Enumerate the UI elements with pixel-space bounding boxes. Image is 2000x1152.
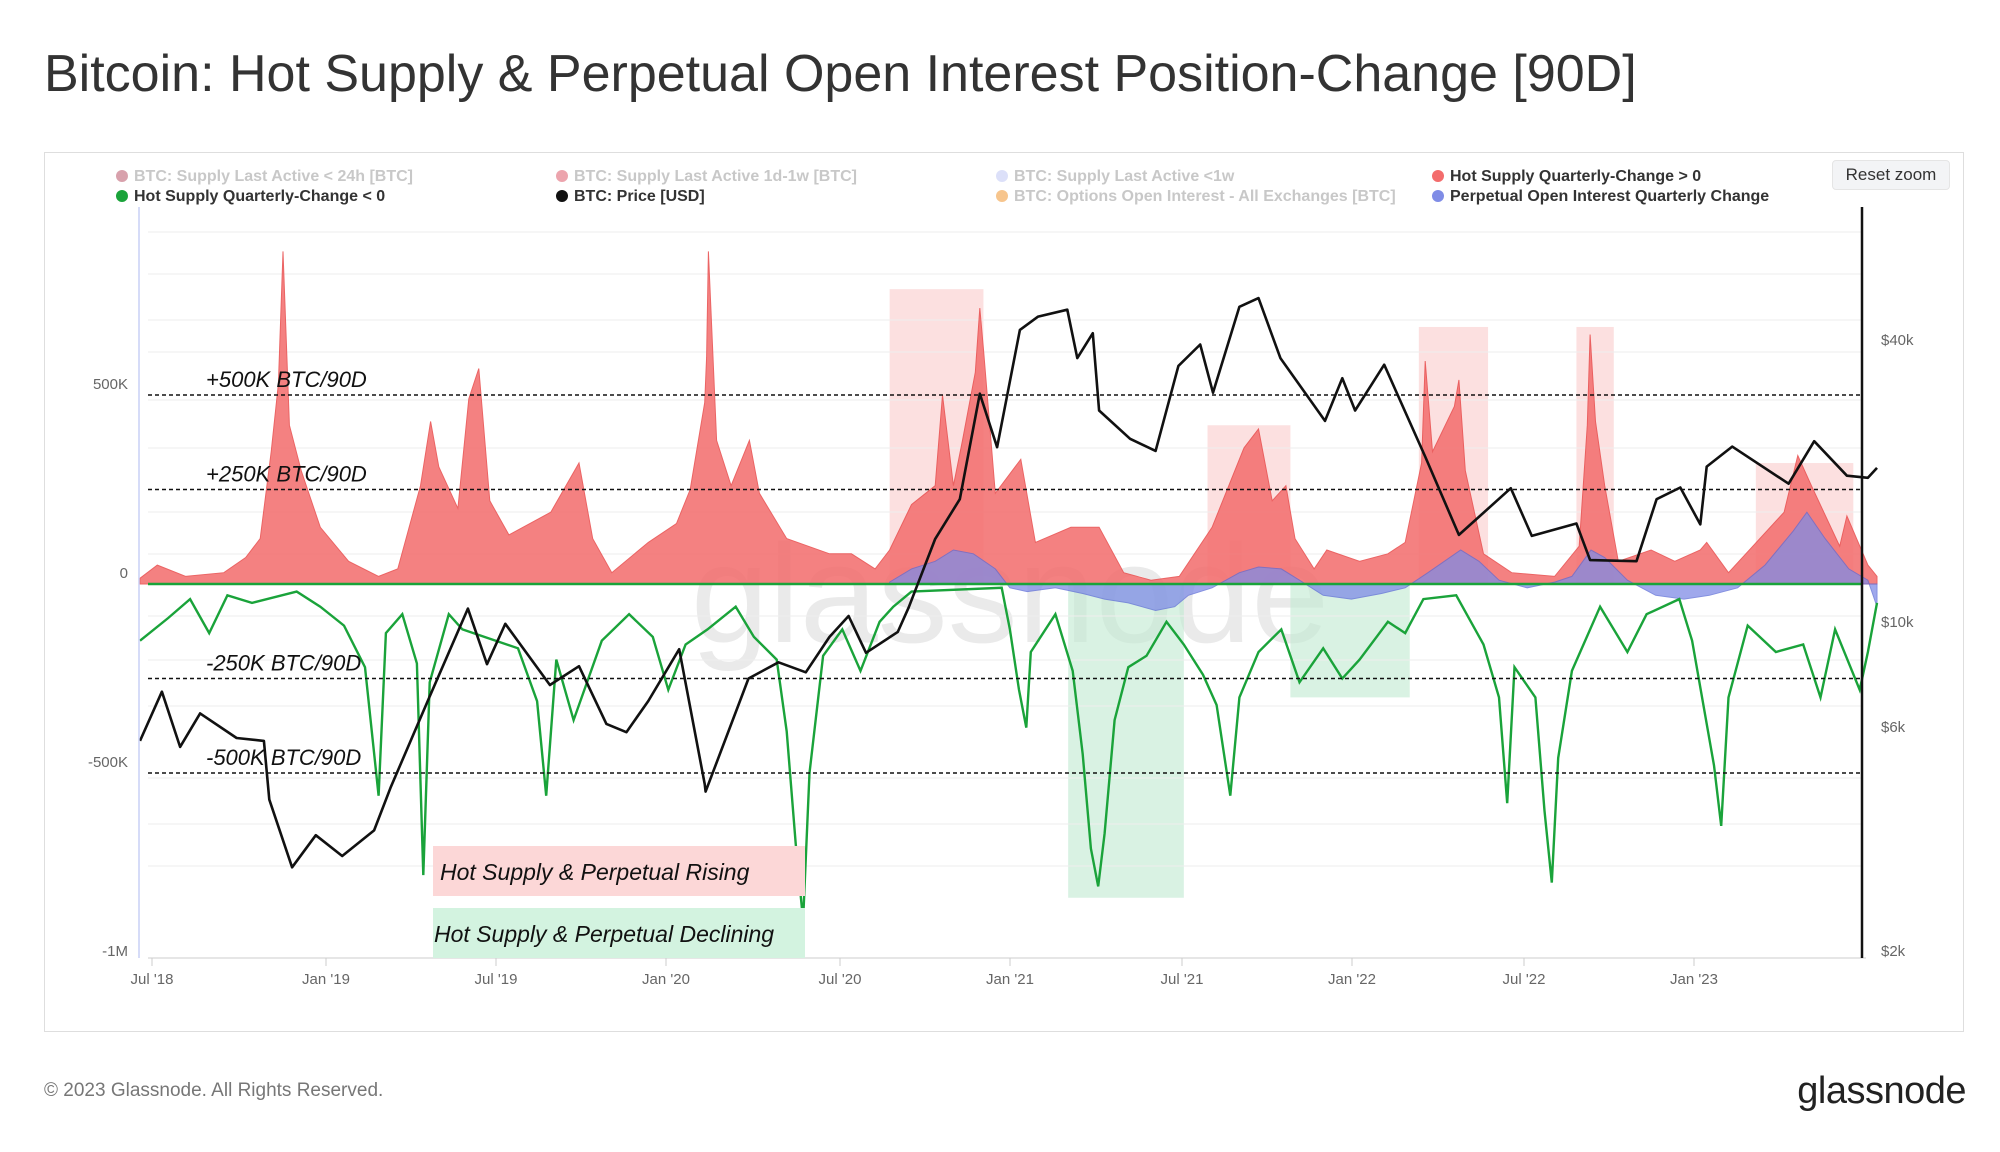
legend-label: BTC: Options Open Interest - All Exchang… xyxy=(1014,188,1396,205)
y-left-tick-label: -1M xyxy=(102,943,128,960)
legend-item-6[interactable]: BTC: Price [USD] xyxy=(556,188,705,206)
legend-dot-icon xyxy=(556,170,568,182)
x-tick-label: Jul '22 xyxy=(1503,971,1546,988)
legend-dot-icon xyxy=(116,170,128,182)
annotation-labels: Hot Supply & Perpetual Rising Hot Supply … xyxy=(433,846,805,958)
legend-item-8[interactable]: Perpetual Open Interest Quarterly Change xyxy=(1432,188,1769,206)
legend-label: BTC: Supply Last Active < 24h [BTC] xyxy=(134,168,413,185)
reset-zoom-button[interactable]: Reset zoom xyxy=(1832,160,1950,190)
y-right-tick-label: $40k xyxy=(1881,332,1914,349)
legend-item-3[interactable]: BTC: Supply Last Active <1w xyxy=(996,168,1234,186)
legend-dot-icon xyxy=(996,190,1008,202)
declining-period-box xyxy=(1068,584,1184,898)
y-left-tick-label: 500K xyxy=(93,376,128,393)
x-tick-label: Jul '20 xyxy=(819,971,862,988)
x-tick-label: Jul '18 xyxy=(131,971,174,988)
declining-period-box xyxy=(1290,584,1410,698)
legend-label: BTC: Supply Last Active <1w xyxy=(1014,168,1235,185)
x-tick-label: Jan '19 xyxy=(302,971,350,988)
declining-legend-box xyxy=(433,908,805,958)
y-left-tick-label: -500K xyxy=(88,754,128,771)
legend-dot-icon xyxy=(996,170,1008,182)
series-layer xyxy=(138,251,1879,921)
legend-dot-icon xyxy=(556,190,568,202)
legend-item-7[interactable]: BTC: Options Open Interest - All Exchang… xyxy=(996,188,1396,206)
x-tick-label: Jan '22 xyxy=(1328,971,1376,988)
x-tick-label: Jan '20 xyxy=(642,971,690,988)
legend-label: Hot Supply Quarterly-Change > 0 xyxy=(1450,168,1702,185)
legend-item-2[interactable]: BTC: Supply Last Active 1d-1w [BTC] xyxy=(556,168,857,186)
legend-label: Hot Supply Quarterly-Change < 0 xyxy=(134,188,386,205)
rising-legend-label: Hot Supply & Perpetual Rising xyxy=(440,859,750,885)
y-left-tick-label: 0 xyxy=(120,565,128,582)
copyright-text: © 2023 Glassnode. All Rights Reserved. xyxy=(44,1080,384,1101)
y-right-tick-label: $6k xyxy=(1881,719,1906,736)
hot-supply-positive-area xyxy=(139,251,1878,585)
reference-line-label: +500K BTC/90D xyxy=(206,367,367,392)
btc-price-line xyxy=(138,296,1878,869)
y-right-tick-label: $10k xyxy=(1881,614,1914,631)
legend-label: BTC: Price [USD] xyxy=(574,188,705,205)
axes: Jul '18 Jan '19 Jul '19 Jan '20 Jul '20 Jan '… xyxy=(88,207,1914,988)
chart-frame xyxy=(44,152,1964,1032)
reference-lines: +500K BTC/90D +250K BTC/90D -250K BTC/90D -… xyxy=(148,367,1862,774)
hot-supply-negative-line xyxy=(139,586,1879,921)
chart-title: Bitcoin: Hot Supply & Perpetual Open Int… xyxy=(44,45,1637,103)
legend-item-1[interactable]: BTC: Supply Last Active < 24h [BTC] xyxy=(116,168,413,186)
declining-legend-label: Hot Supply & Perpetual Declining xyxy=(434,921,774,947)
legend-item-5[interactable]: Hot Supply Quarterly-Change < 0 xyxy=(116,188,385,206)
legend-dot-icon xyxy=(116,190,128,202)
x-tick-label: Jul '21 xyxy=(1161,971,1204,988)
rising-legend-box xyxy=(433,846,805,896)
perpetual-oi-area xyxy=(889,511,1878,612)
reference-line-label: -250K BTC/90D xyxy=(206,651,361,676)
glassnode-logo[interactable]: glassnode xyxy=(1797,1070,1966,1112)
legend-label: Perpetual Open Interest Quarterly Change xyxy=(1450,188,1770,205)
x-tick-label: Jan '23 xyxy=(1670,971,1718,988)
legend-dot-icon xyxy=(1432,190,1444,202)
reference-line-label: +250K BTC/90D xyxy=(206,462,367,487)
reference-line-label: -500K BTC/90D xyxy=(206,745,361,770)
x-tick-label: Jan '21 xyxy=(986,971,1034,988)
legend-dot-icon xyxy=(1432,170,1444,182)
y-right-tick-label: $2k xyxy=(1881,943,1906,960)
x-tick-label: Jul '19 xyxy=(475,971,518,988)
legend-label: BTC: Supply Last Active 1d-1w [BTC] xyxy=(574,168,857,185)
legend-item-4[interactable]: Hot Supply Quarterly-Change > 0 xyxy=(1432,168,1701,186)
